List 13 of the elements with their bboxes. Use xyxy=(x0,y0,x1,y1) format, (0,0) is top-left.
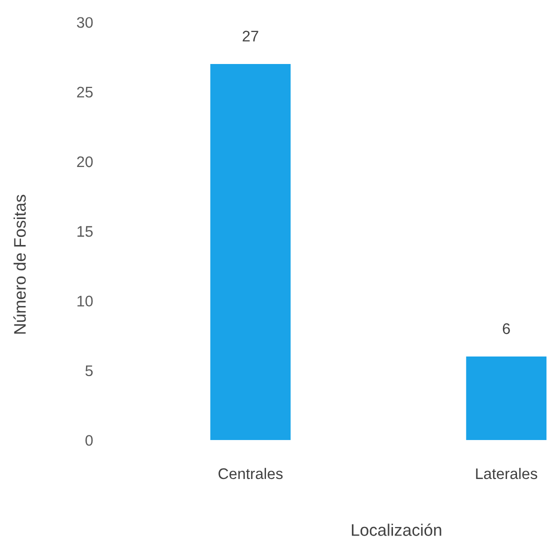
y-tick-label: 20 xyxy=(77,156,93,168)
y-tick-label: 5 xyxy=(85,365,93,376)
y-tick-label: 30 xyxy=(76,17,93,28)
data-label: 27 xyxy=(242,30,258,42)
y-tick-label: 10 xyxy=(78,296,93,306)
x-axis-title: Localización xyxy=(352,524,442,536)
y-axis-title: Número de Fositas xyxy=(13,194,26,334)
y-tick-label: 15 xyxy=(78,226,93,237)
x-tick-label: Laterales xyxy=(476,468,538,480)
x-tick-label: Centrales xyxy=(218,468,283,480)
y-tick-label: 0 xyxy=(85,434,93,446)
y-tick-label: 25 xyxy=(77,86,93,98)
data-label: 6 xyxy=(502,323,510,334)
